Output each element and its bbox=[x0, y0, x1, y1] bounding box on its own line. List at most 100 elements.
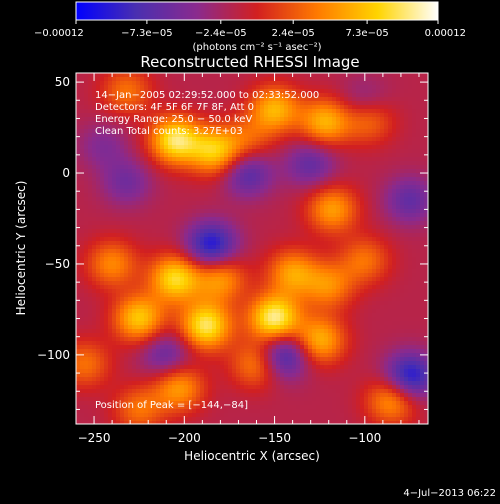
heatmap-cell bbox=[216, 77, 220, 81]
heatmap-cell bbox=[332, 121, 336, 125]
heatmap-cell bbox=[424, 273, 428, 277]
heatmap-cell bbox=[188, 233, 192, 237]
heatmap-cell bbox=[164, 233, 168, 237]
heatmap-cell bbox=[340, 285, 344, 289]
heatmap-cell bbox=[188, 297, 192, 301]
heatmap-cell bbox=[344, 97, 348, 101]
heatmap-cell bbox=[356, 265, 360, 269]
heatmap-cell bbox=[212, 265, 216, 269]
heatmap-cell bbox=[340, 141, 344, 145]
heatmap-cell bbox=[404, 125, 408, 129]
heatmap-cell bbox=[236, 153, 240, 157]
heatmap-cell bbox=[220, 221, 224, 225]
heatmap-cell bbox=[228, 233, 232, 237]
heatmap-cell bbox=[84, 157, 88, 161]
heatmap-cell bbox=[308, 153, 312, 157]
heatmap-cell bbox=[220, 181, 224, 185]
heatmap-cell bbox=[148, 145, 152, 149]
heatmap-cell bbox=[312, 189, 316, 193]
heatmap-cell bbox=[352, 273, 356, 277]
heatmap-cell bbox=[184, 233, 188, 237]
heatmap-cell bbox=[364, 153, 368, 157]
heatmap-cell bbox=[84, 73, 88, 77]
heatmap-cell bbox=[76, 73, 80, 77]
heatmap-cell bbox=[424, 277, 428, 281]
heatmap-cell bbox=[260, 225, 264, 229]
heatmap-cell bbox=[104, 245, 108, 249]
heatmap-cell bbox=[320, 225, 324, 229]
heatmap-cell bbox=[148, 217, 152, 221]
heatmap-cell bbox=[224, 161, 228, 165]
heatmap-cell bbox=[332, 161, 336, 165]
heatmap-cell bbox=[104, 77, 108, 81]
heatmap-cell bbox=[368, 149, 372, 153]
heatmap-cell bbox=[300, 237, 304, 241]
heatmap-cell bbox=[192, 297, 196, 301]
heatmap-cell bbox=[232, 213, 236, 217]
heatmap-cell bbox=[276, 237, 280, 241]
heatmap-cell bbox=[248, 165, 252, 169]
heatmap-cell bbox=[96, 149, 100, 153]
heatmap-cell bbox=[124, 273, 128, 277]
heatmap-cell bbox=[336, 233, 340, 237]
heatmap-cell bbox=[248, 273, 252, 277]
heatmap-cell bbox=[200, 261, 204, 265]
heatmap-cell bbox=[136, 217, 140, 221]
heatmap-cell bbox=[424, 177, 428, 181]
heatmap-cell bbox=[84, 265, 88, 269]
heatmap-cell bbox=[160, 257, 164, 261]
heatmap-cell bbox=[372, 117, 376, 121]
heatmap-cell bbox=[340, 241, 344, 245]
heatmap-cell bbox=[380, 241, 384, 245]
heatmap-cell bbox=[296, 117, 300, 121]
heatmap-cell bbox=[308, 165, 312, 169]
heatmap-cell bbox=[412, 173, 416, 177]
heatmap-cell bbox=[216, 161, 220, 165]
heatmap-cell bbox=[368, 189, 372, 193]
heatmap-cell bbox=[76, 265, 80, 269]
heatmap-cell bbox=[280, 169, 284, 173]
heatmap-cell bbox=[108, 209, 112, 213]
heatmap-cell bbox=[112, 293, 116, 297]
heatmap-cell bbox=[104, 225, 108, 229]
heatmap-cell bbox=[228, 269, 232, 273]
heatmap-cell bbox=[188, 77, 192, 81]
heatmap-cell bbox=[152, 149, 156, 153]
heatmap-cell bbox=[120, 85, 124, 89]
heatmap-cell bbox=[324, 181, 328, 185]
heatmap-cell bbox=[164, 161, 168, 165]
heatmap-cell bbox=[396, 185, 400, 189]
heatmap-cell bbox=[352, 289, 356, 293]
heatmap-cell bbox=[356, 225, 360, 229]
heatmap-cell bbox=[84, 165, 88, 169]
heatmap-cell bbox=[256, 245, 260, 249]
heatmap-cell bbox=[396, 137, 400, 141]
heatmap-cell bbox=[216, 245, 220, 249]
heatmap-cell bbox=[144, 137, 148, 141]
heatmap-cell bbox=[396, 225, 400, 229]
heatmap-cell bbox=[420, 273, 424, 277]
heatmap-cell bbox=[244, 137, 248, 141]
heatmap-cell bbox=[296, 153, 300, 157]
heatmap-cell bbox=[352, 81, 356, 85]
heatmap-cell bbox=[352, 193, 356, 197]
heatmap-cell bbox=[308, 129, 312, 133]
heatmap-cell bbox=[108, 217, 112, 221]
heatmap-cell bbox=[356, 229, 360, 233]
heatmap-cell bbox=[140, 137, 144, 141]
heatmap-cell bbox=[212, 193, 216, 197]
heatmap-cell bbox=[152, 257, 156, 261]
heatmap-cell bbox=[172, 181, 176, 185]
heatmap-cell bbox=[128, 261, 132, 265]
heatmap-cell bbox=[144, 181, 148, 185]
heatmap-cell bbox=[312, 229, 316, 233]
heatmap-cell bbox=[324, 129, 328, 133]
heatmap-cell bbox=[248, 213, 252, 217]
heatmap-cell bbox=[92, 293, 96, 297]
heatmap-cell bbox=[168, 249, 172, 253]
heatmap-cell bbox=[216, 225, 220, 229]
heatmap-cell bbox=[244, 297, 248, 301]
heatmap-cell bbox=[196, 201, 200, 205]
heatmap-cell bbox=[208, 233, 212, 237]
heatmap-cell bbox=[84, 93, 88, 97]
